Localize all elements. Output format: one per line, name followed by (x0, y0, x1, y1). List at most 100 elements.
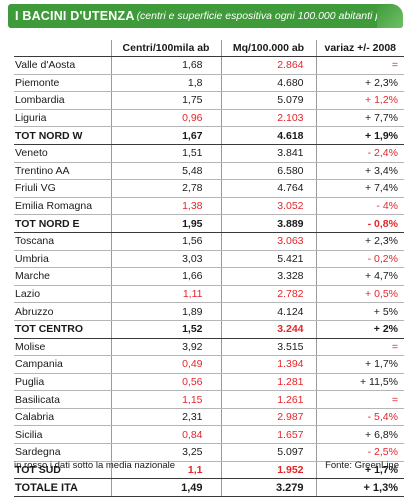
variaz-value: + 5% (315, 302, 404, 321)
region-name: Veneto (14, 144, 111, 163)
centri-value: 1,51 (110, 144, 221, 163)
mq-value: 4.764 (220, 179, 316, 198)
mq-value: 3.841 (220, 144, 316, 163)
centri-value: 3,25 (110, 443, 221, 462)
column-header-mq: Mq/100.000 ab (220, 40, 316, 57)
variaz-value: = (315, 338, 404, 357)
mq-value: 3.515 (220, 338, 316, 357)
centri-value: 3,92 (110, 338, 221, 357)
table-row: Lombardia 1,75 5.079 + 1,2% (14, 91, 404, 110)
mq-value: 3.279 (220, 478, 316, 497)
variaz-value: + 7,4% (315, 179, 404, 198)
region-name: Campania (14, 355, 111, 374)
region-name: Umbria (14, 250, 111, 269)
centri-value: 5,48 (110, 162, 221, 181)
table-row: Umbria 3,03 5.421- 0,2% (14, 250, 404, 269)
variaz-value: + 2% (315, 320, 404, 339)
mq-value: 5.421 (220, 250, 316, 269)
region-name: Basilicata (14, 390, 111, 409)
variaz-value: + 0,5% (315, 285, 404, 304)
region-name: Puglia (14, 373, 111, 392)
table-row: Puglia 0,56 1.281 + 11,5% (14, 373, 404, 392)
variaz-value: + 1,7% (315, 461, 404, 480)
region-name: Lombardia (14, 91, 111, 110)
table-row: Friuli VG 2,78 4.764 + 7,4% (14, 179, 404, 198)
centri-value: 0,56 (110, 373, 221, 392)
variaz-value: - 4% (315, 197, 404, 216)
region-name: Sardegna (14, 443, 111, 462)
centri-value: 1,38 (110, 197, 221, 216)
column-header-region (14, 40, 111, 57)
banner-corner-decoration (377, 4, 403, 28)
mq-value: 2.987 (220, 408, 316, 427)
region-name: TOT CENTRO (14, 320, 111, 339)
variaz-value: + 3,4% (315, 162, 404, 181)
region-name: Friuli VG (14, 179, 111, 198)
variaz-value: + 7,7% (315, 109, 404, 128)
variaz-value: - 0,8% (315, 214, 404, 233)
centri-value: 1,75 (110, 91, 221, 110)
region-name: TOT NORD E (14, 214, 111, 233)
column-header-variaz: variaz +/- 2008 (315, 40, 404, 57)
table-row: Sardegna 3,25 5.097- 2,5% (14, 443, 404, 462)
centri-value: 1,68 (110, 56, 221, 75)
table-row: Abruzzo 1,89 4.124 + 5% (14, 302, 404, 321)
region-name: Sicilia (14, 425, 111, 445)
variaz-value: + 1,7% (315, 355, 404, 374)
centri-value: 1,52 (110, 320, 221, 339)
region-name: Calabria (14, 408, 111, 427)
mq-value: 4.618 (220, 126, 316, 145)
region-name: Toscana (14, 232, 111, 251)
mq-value: 1.952 (220, 461, 316, 480)
variaz-value: - 0,2% (315, 250, 404, 269)
variaz-value: + 1,9% (315, 126, 404, 145)
region-name: TOTALE ITA (14, 478, 111, 497)
variaz-value: + 6,8% (315, 425, 404, 445)
mq-value: 3.244 (220, 320, 316, 339)
table-row: Calabria 2,31 2.987- 5,4% (14, 408, 404, 427)
mq-value: 3.052 (220, 197, 316, 216)
centri-value: 2,78 (110, 179, 221, 198)
region-name: Marche (14, 267, 111, 286)
table-row: Basilicata 1,15 1.261 = (14, 390, 404, 409)
table-row: Liguria 0,96 2.103 + 7,7% (14, 109, 404, 128)
centri-value: 1,89 (110, 302, 221, 321)
variaz-value: + 11,5% (315, 373, 404, 392)
variaz-value: - 2,4% (315, 144, 404, 163)
centri-value: 1,95 (110, 214, 221, 233)
table-row: Lazio 1,11 2.782 + 0,5% (14, 285, 404, 304)
mq-value: 1.261 (220, 390, 316, 409)
mq-value: 4.124 (220, 302, 316, 321)
centri-value: 0,96 (110, 109, 221, 128)
centri-value: 1,56 (110, 232, 221, 251)
footer-note: in rosso i dati sotto la media nazionale (14, 460, 176, 471)
centri-value: 1,66 (110, 267, 221, 286)
mq-value: 6.580 (220, 162, 316, 181)
mq-value: 2.782 (220, 285, 316, 304)
region-name: Trentino AA (14, 162, 111, 181)
variaz-value: - 5,4% (315, 408, 404, 427)
data-table: Centri/100mila ab Mq/100.000 ab variaz +… (14, 40, 404, 497)
mq-value: 3.328 (220, 267, 316, 286)
table-header-row: Centri/100mila ab Mq/100.000 ab variaz +… (14, 40, 404, 57)
region-name: Valle d'Aosta (14, 56, 111, 75)
table-subtotal-row: TOT SUD 1,1 1.952 + 1,7% (14, 461, 404, 480)
centri-value: 1,1 (110, 461, 221, 480)
table-total-row: TOTALE ITA 1,49 3.279 + 1,3% (14, 478, 404, 497)
centri-value: 3,03 (110, 250, 221, 269)
table-row: Piemonte 1,8 4.680 + 2,3% (14, 74, 404, 93)
variaz-value: = (315, 56, 404, 75)
variaz-value: + 2,3% (315, 74, 404, 93)
table-subtotal-row: TOT CENTRO 1,52 3.244 + 2% (14, 320, 404, 339)
centri-value: 1,49 (110, 478, 221, 497)
region-name: Lazio (14, 285, 111, 304)
mq-value: 5.079 (220, 91, 316, 110)
variaz-value: + 4,7% (315, 267, 404, 286)
region-name: Piemonte (14, 74, 111, 93)
table-subtotal-row: TOT NORD E 1,95 3.889- 0,8% (14, 214, 404, 233)
infographic: I BACINI D'UTENZA (centri e superficie e… (8, 4, 404, 497)
mq-value: 1.394 (220, 355, 316, 374)
column-header-centri: Centri/100mila ab (110, 40, 221, 57)
variaz-value: + 1,2% (315, 91, 404, 110)
mq-value: 2.103 (220, 109, 316, 128)
